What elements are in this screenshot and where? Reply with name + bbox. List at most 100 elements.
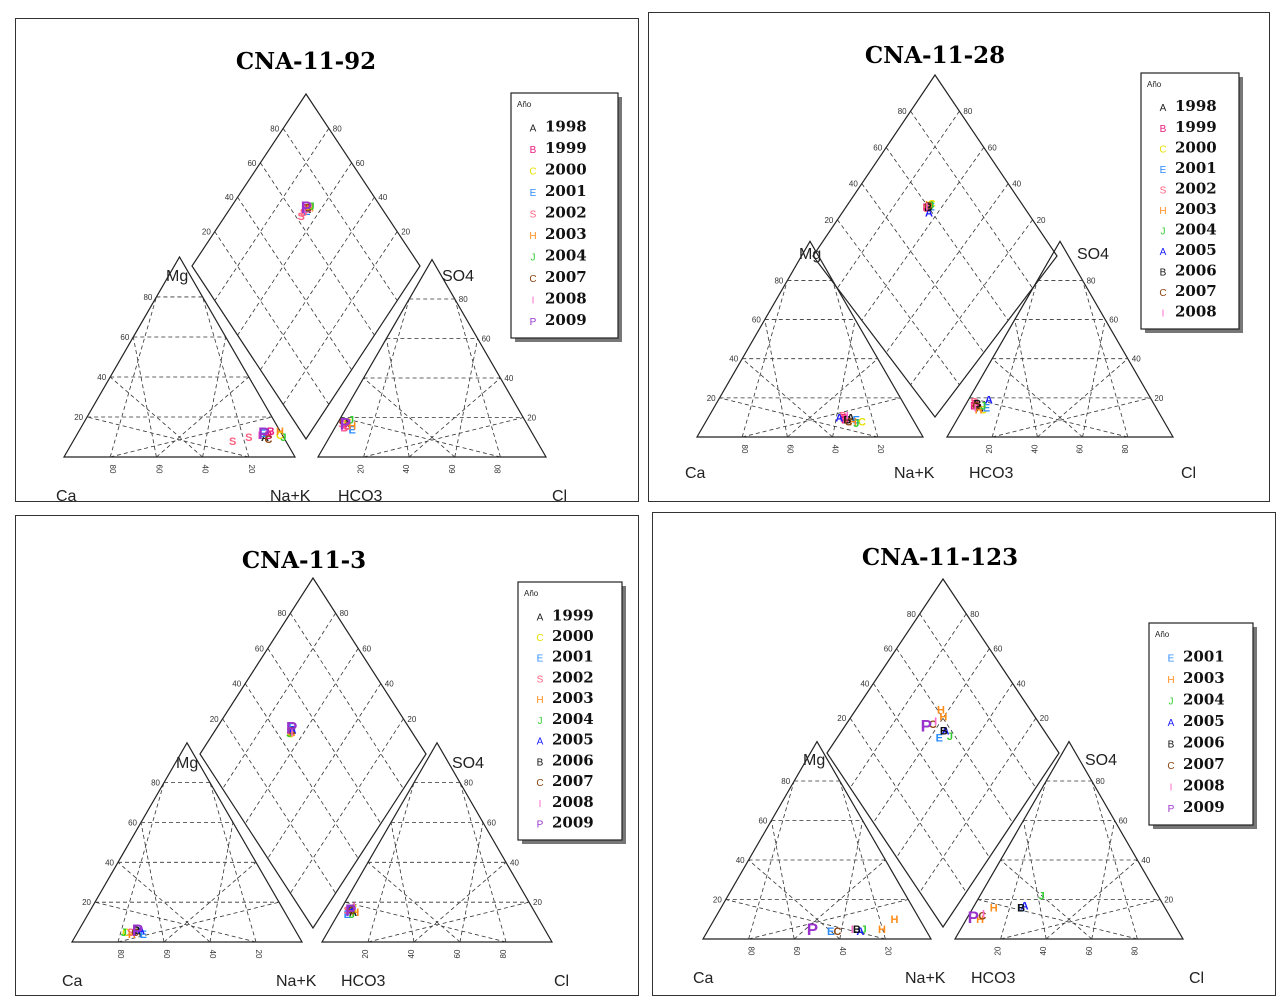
tick-label: 60 [362,644,371,653]
legend-year-2000: 2000 [1175,138,1217,156]
legend-symbol-2007: C [1159,288,1166,299]
grid-line [1045,859,1138,940]
axis-label-cl: Cl [554,973,569,990]
axis-label-mg: Mg [166,268,188,285]
tick-label: 80 [108,465,117,474]
legend-year-2005: 2005 [1183,712,1225,730]
grid-line [222,612,336,790]
tick-label: 60 [1119,817,1128,826]
cation-sample-mark: J [853,418,859,430]
grid-line [413,862,507,943]
anion-triangle-outline [320,741,554,943]
legend-box [510,92,619,339]
legend-symbol-2003: H [1159,206,1166,217]
axis-label-na-k: Na+K [276,973,317,990]
tick-label: 40 [860,679,869,688]
anion-sample-mark: J [349,909,355,921]
cation-sample-mark: A [137,925,145,937]
grid-line [344,901,507,943]
legend-year-2004: 2004 [545,247,587,265]
cation-sample-mark: B [267,426,275,438]
tick-label: 40 [510,858,519,867]
cation-sample-mark: P [807,920,818,939]
anion-sample-mark: S [338,418,345,430]
tick-label: 20 [876,445,885,454]
anion-sample-mark: C [349,903,357,915]
diamond-sample-mark: I [303,204,306,216]
grid-line [290,612,404,790]
grid-line [267,648,382,824]
tick-label: 60 [792,947,801,956]
grid-line [873,683,990,858]
diamond-grid [837,110,1033,386]
grid-line [109,376,203,458]
anion-sample-mark: A [347,903,355,915]
diamond-grid [214,128,398,405]
axis-label-hco3: HCO3 [338,488,383,502]
cation-sample-mark: E [853,414,860,426]
diamond-sample-mark: I [934,716,937,728]
diamond-sample-mark: C [288,726,296,738]
anion-sample-mark: C [348,905,356,917]
axis-label-mg: Mg [799,246,821,263]
axis-label-na-k: Na+K [905,970,946,987]
cation-sample-mark: J [121,927,127,939]
cation-triangle-grid [94,782,280,943]
legend-year-2002: 2002 [545,204,587,222]
legend-symbol-2002: S [530,210,537,221]
grid-line [787,358,879,438]
diamond-sample-mark: A [941,726,949,738]
tick-label: 60 [785,445,794,454]
diamond-sample-mark: B [940,726,948,738]
legend-symbol-2000: C [536,633,543,644]
cation-sample-mark: P [132,921,143,940]
cation-sample-mark: A [261,432,269,444]
legend-symbol-2003: H [1167,675,1174,686]
tick-label: 60 [128,818,137,827]
grid-line [742,397,901,438]
legend-symbol-2003: H [536,695,543,706]
tick-label: 60 [487,818,496,827]
legend-symbol-2003: H [529,231,536,242]
diamond-sample-mark: E [303,206,310,218]
tick-label: 20 [210,715,219,724]
grid-line [1091,820,1115,940]
diamond-sample-mark: S [923,203,930,215]
anion-triangle-grid [344,782,530,943]
diamond-sample-mark: S [298,211,305,223]
anion-sample-mark: S [970,397,977,409]
tick-label: 60 [752,316,761,325]
diamond-outline [191,92,421,441]
tick-label: 60 [1109,316,1118,325]
legend-symbol-1998: A [1160,103,1167,114]
cation-sample-mark: H [878,924,886,936]
anion-sample-mark: A [985,395,993,407]
cation-sample-mark: C [858,416,866,428]
diamond-sample-mark: I [925,201,928,213]
cation-sample-mark: H [849,416,857,428]
tick-label: 60 [993,645,1002,654]
diamond-sample-mark: J [309,201,315,213]
tick-label: 20 [837,714,846,723]
anion-sample-mark: I [982,908,985,920]
cation-triangle-outline [62,255,297,458]
anion-sample-mark: E [344,909,351,921]
legend-year-2000: 2000 [552,627,594,645]
grid-line [290,718,404,894]
legend-symbol-2001: E [537,654,544,665]
tick-label: 20 [357,464,366,473]
anion-sample-mark: B [970,401,978,413]
cation-sample-mark: S [839,410,846,422]
grid-line [896,683,1013,858]
legend-symbol-2009: P [530,317,537,328]
grid-line [1014,319,1038,438]
tick-label: 40 [378,193,387,202]
tick-label: 60 [1085,946,1094,955]
grid-line [459,822,484,943]
grid-line [156,376,250,458]
tick-label: 60 [247,159,256,168]
anion-sample-mark: B [340,422,348,434]
anion-sample-mark: A [349,907,357,919]
tick-label: 20 [713,896,722,905]
diamond-sample-mark: C [924,201,932,213]
